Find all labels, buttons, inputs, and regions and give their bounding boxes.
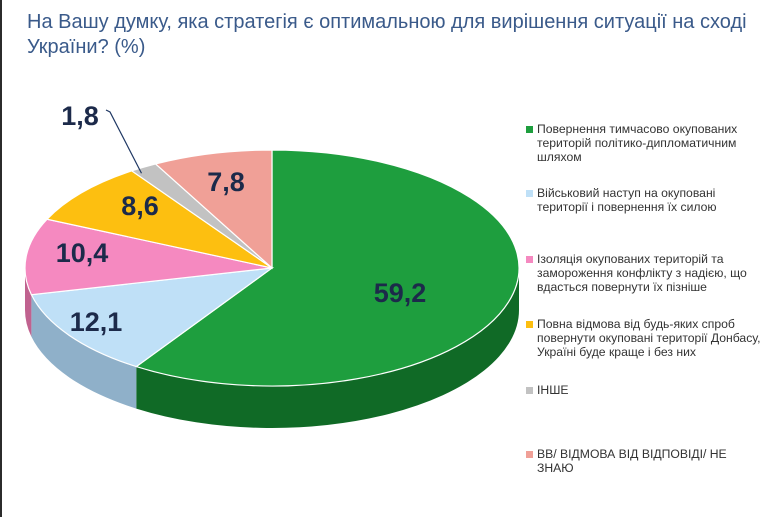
legend-swatch-3 <box>526 321 533 328</box>
legend-label-3: Повна відмова від будь-яких спроб поверн… <box>537 317 761 359</box>
legend-label-0: Повернення тимчасово окупованих територі… <box>537 122 738 164</box>
value-label-3: 8,6 <box>121 191 159 221</box>
legend-swatch-0 <box>526 126 533 133</box>
pie-value-labels: 59,2 12,1 10,4 8,6 1,8 7,8 <box>56 101 427 337</box>
value-label-2: 10,4 <box>56 238 109 268</box>
value-label-4: 1,8 <box>61 101 99 131</box>
legend-label-1: Військовий наступ на окуповані території… <box>537 186 717 214</box>
pie-side-0 <box>136 268 519 428</box>
pie-slice-1 <box>30 267 275 368</box>
legend-swatch-4 <box>526 387 533 394</box>
legend-swatch-5 <box>526 451 533 458</box>
legend-item-1: Військовий наступ на окуповані території… <box>526 186 766 214</box>
value-label-1: 12,1 <box>70 307 123 337</box>
pie-side-1 <box>31 294 137 409</box>
pie-side-2 <box>25 268 32 337</box>
pie-slices <box>24 149 520 387</box>
legend-item-4: ІНШЕ <box>526 383 569 397</box>
value-label-5: 7,8 <box>207 167 245 197</box>
legend-label-4: ІНШЕ <box>537 383 569 397</box>
leader-line-4 <box>105 109 143 174</box>
legend-item-5: ВВ/ ВІДМОВА ВІД ВІДПОВІДІ/ НЕ ЗНАЮ <box>526 447 766 475</box>
legend-item-3: Повна відмова від будь-яких спроб поверн… <box>526 317 766 359</box>
pie-slice-2 <box>24 218 273 296</box>
pie-slice-5 <box>154 149 273 270</box>
pie-slice-0 <box>134 149 520 387</box>
legend-item-0: Повернення тимчасово окупованих територі… <box>526 122 766 164</box>
legend-label-2: Ізоляція окупованих територій та заморoж… <box>537 252 747 294</box>
legend-label-5: ВВ/ ВІДМОВА ВІД ВІДПОВІДІ/ НЕ ЗНАЮ <box>537 447 727 475</box>
pie-slice-3 <box>45 170 273 269</box>
value-label-0: 59,2 <box>374 278 427 308</box>
legend-swatch-2 <box>526 256 533 263</box>
legend-swatch-1 <box>526 190 533 197</box>
left-border-line <box>0 0 2 517</box>
chart-title: На Вашу думку, яка стратегія є оптимальн… <box>27 11 747 58</box>
pie-side-walls <box>25 268 519 428</box>
legend-item-2: Ізоляція окупованих територій та заморoж… <box>526 252 766 294</box>
